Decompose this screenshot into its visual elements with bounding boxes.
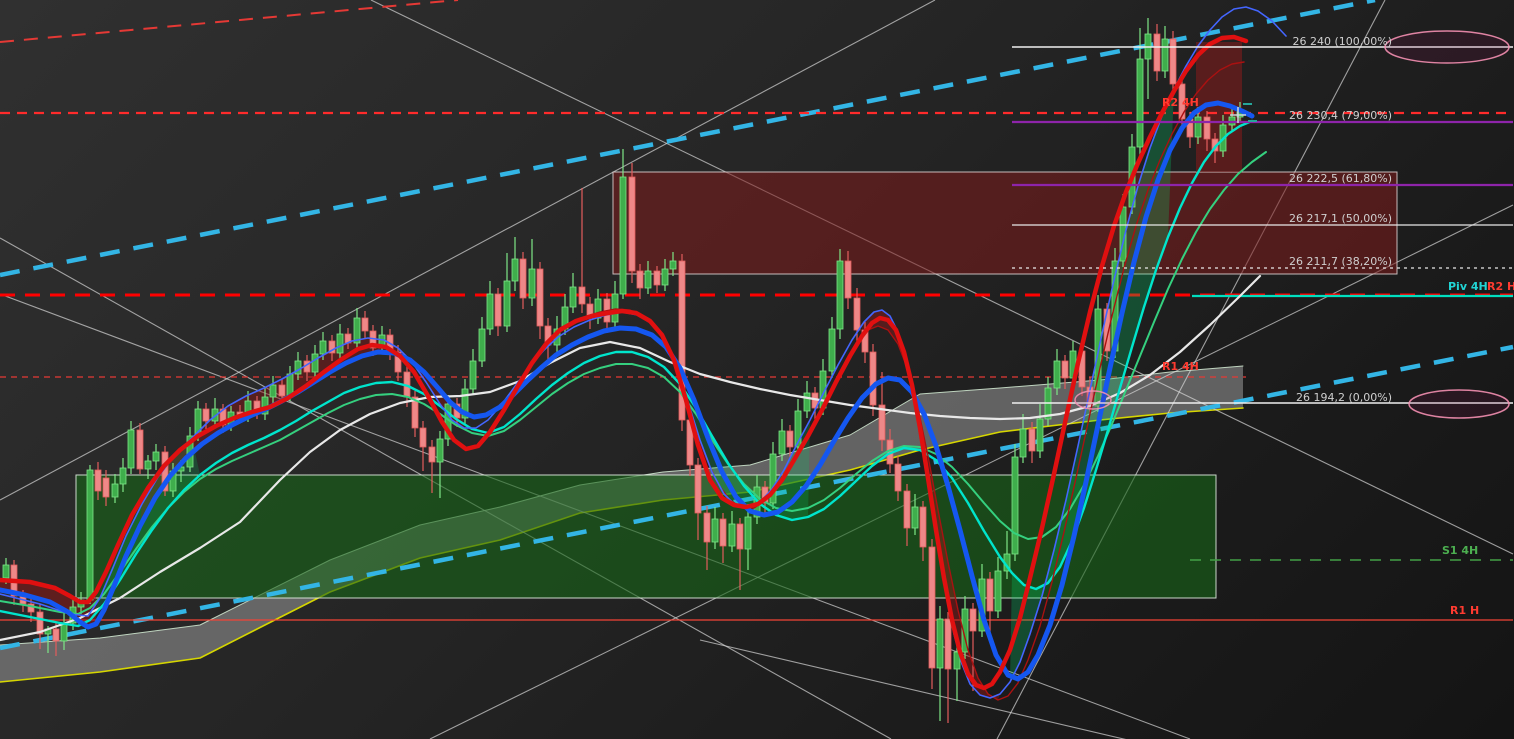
- trading-chart[interactable]: 26 240 (100,00%) 26 230,4 (79,00%) 26 22…: [0, 0, 1514, 739]
- candlestick-chart-canvas[interactable]: [0, 0, 1514, 739]
